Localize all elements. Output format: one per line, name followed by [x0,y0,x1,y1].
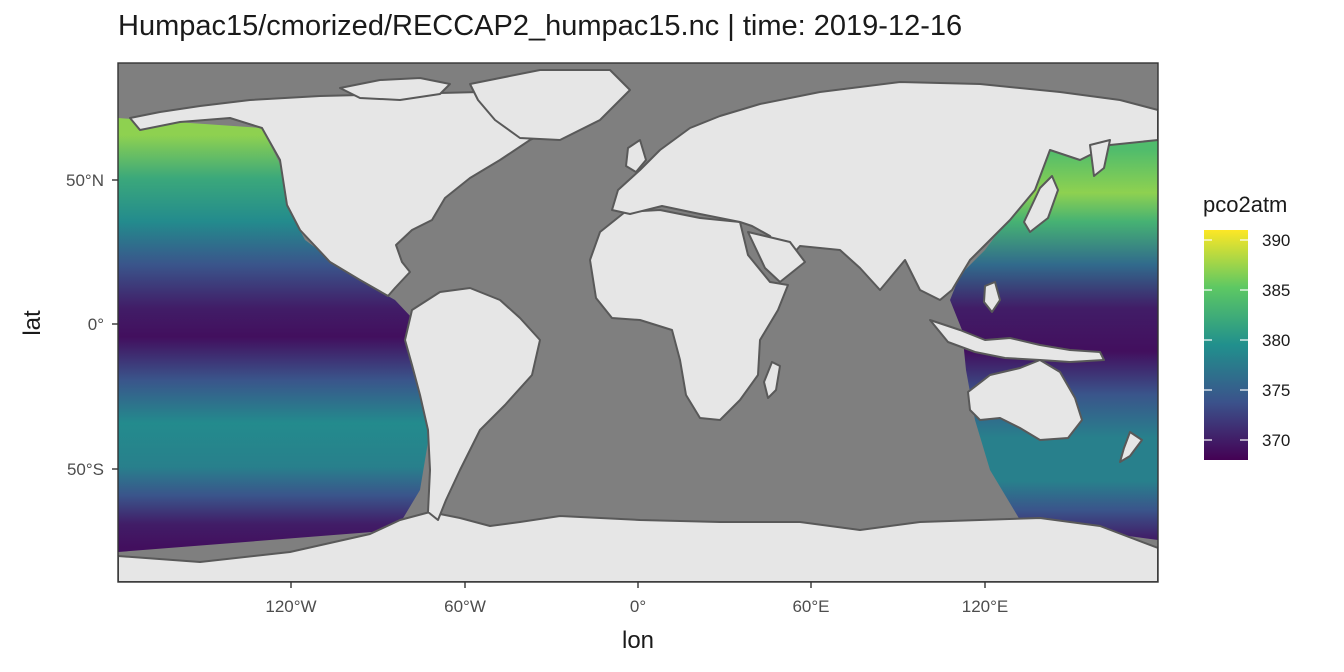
y-tick-label: 50°N [66,171,104,190]
x-tick-label: 60°W [444,597,486,616]
australia-landmass [967,359,1083,441]
x-tick-label: 60°E [792,597,829,616]
philippines-islands [983,281,1001,313]
japan-landmass [1023,175,1059,233]
legend-label: 375 [1262,381,1290,400]
x-axis-title: lon [622,627,654,654]
y-tick-label: 50°S [67,460,104,479]
x-axis: 120°W 60°W 0° 60°E 120°E lon [265,582,1008,654]
x-tick-label: 120°W [265,597,316,616]
x-tick-label: 120°E [962,597,1009,616]
legend-title: pco2atm [1203,192,1287,217]
new-zealand-landmass [1119,431,1143,463]
plot-title: Humpac15/cmorized/RECCAP2_humpac15.nc | … [118,10,963,42]
indonesia-islands [929,319,1105,363]
y-tick-label: 0° [88,315,104,334]
x-tick-label: 0° [630,597,646,616]
africa-landmass [589,209,789,421]
east-pacific-field [118,118,434,552]
legend-colorbar [1204,230,1248,460]
y-axis-title: lat [19,310,46,336]
legend-ticks: 390 385 380 375 370 [1204,231,1290,450]
south-america-landmass [404,287,541,521]
y-axis: 50°N 0° 50°S lat [19,171,118,479]
arabian-peninsula-landmass [747,231,806,283]
legend-label: 380 [1262,331,1290,350]
antarctica-landmass [118,511,1158,582]
north-america-landmass [129,91,611,297]
kamchatka-landmass [1089,139,1111,177]
eurasia-landmass [611,81,1158,301]
greenland-landmass [469,69,631,141]
legend-label: 370 [1262,431,1290,450]
british-isles-landmass [625,139,647,173]
madagascar-landmass [763,361,781,399]
legend-label: 390 [1262,231,1290,250]
color-legend: pco2atm 390 385 380 375 370 [1203,192,1290,460]
west-pacific-field [950,140,1158,540]
arctic-islands [339,77,451,101]
legend-label: 385 [1262,281,1290,300]
map-panel [118,69,1158,582]
